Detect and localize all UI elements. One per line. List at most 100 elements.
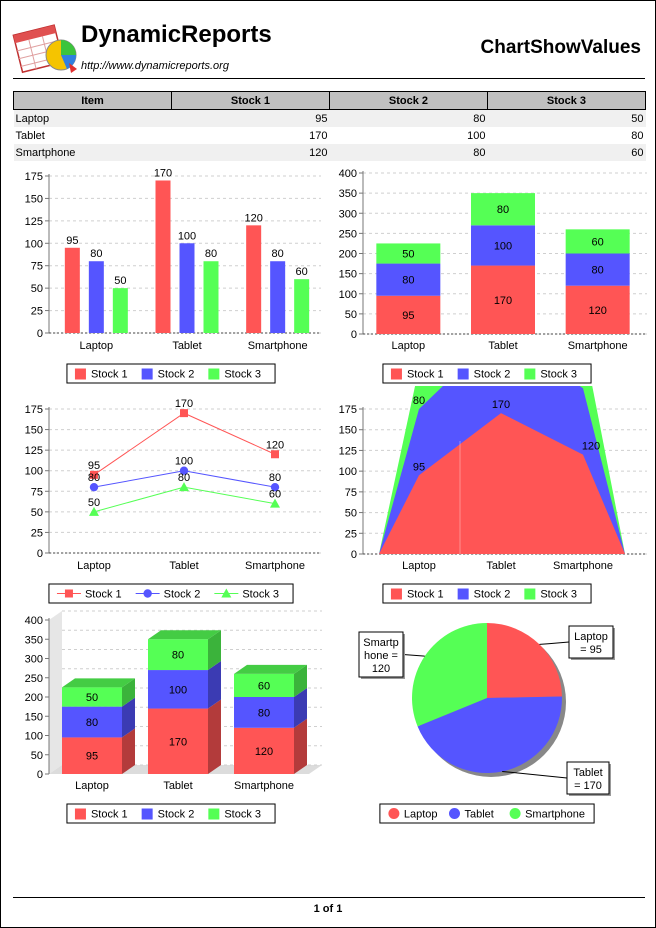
line-chart: 0255075100125150175951701208010080508060… bbox=[1, 386, 329, 606]
legend-label: Stock 2 bbox=[158, 809, 195, 821]
legend-label: Stock 3 bbox=[540, 369, 577, 381]
data-label: 100 bbox=[494, 240, 512, 252]
table-cell: 50 bbox=[488, 110, 646, 128]
data-label: 120 bbox=[582, 441, 600, 453]
data-label: 95 bbox=[66, 235, 78, 247]
legend: Stock 1 Stock 2 Stock 3 bbox=[383, 364, 591, 383]
y-tick-label: 125 bbox=[25, 445, 43, 457]
x-tick-label: Tablet bbox=[172, 340, 201, 352]
legend-marker bbox=[65, 590, 73, 598]
legend-swatch bbox=[75, 809, 86, 820]
table-cell: 60 bbox=[488, 144, 646, 161]
y-tick-label: 75 bbox=[345, 487, 357, 499]
data-label: 80 bbox=[172, 650, 184, 662]
x-tick-label: Laptop bbox=[80, 340, 114, 352]
data-label: 80 bbox=[88, 472, 100, 484]
report-title: ChartShowValues bbox=[481, 37, 642, 59]
data-label: 50 bbox=[86, 692, 98, 704]
slice-label: Smartp bbox=[363, 637, 398, 649]
bar bbox=[65, 248, 80, 333]
y-tick-label: 100 bbox=[339, 466, 357, 478]
data-label: 80 bbox=[592, 265, 604, 277]
y-tick-label: 0 bbox=[37, 328, 43, 340]
table-cell: 100 bbox=[330, 127, 488, 144]
y-tick-label: 75 bbox=[31, 486, 43, 498]
x-tick-label: Smartphone bbox=[568, 340, 628, 352]
report-chart-logo-icon bbox=[11, 17, 79, 75]
y-tick-label: 25 bbox=[31, 306, 43, 318]
label-leader-line bbox=[539, 642, 569, 644]
y-tick-label: 100 bbox=[25, 731, 43, 743]
footer-divider bbox=[13, 897, 645, 898]
legend-swatch bbox=[142, 369, 153, 380]
data-label: 80 bbox=[402, 275, 414, 287]
legend-label: Stock 3 bbox=[540, 589, 577, 601]
legend-swatch bbox=[458, 589, 469, 600]
legend-label: Stock 1 bbox=[407, 369, 444, 381]
legend-label: Stock 2 bbox=[474, 589, 511, 601]
slice-label: = 95 bbox=[580, 644, 602, 656]
table-cell: 120 bbox=[172, 144, 330, 161]
x-tick-label: Tablet bbox=[488, 340, 517, 352]
data-label: 80 bbox=[269, 472, 281, 484]
legend-swatch bbox=[524, 369, 535, 380]
data-label: 100 bbox=[175, 456, 193, 468]
data-label: 50 bbox=[88, 497, 100, 509]
legend: Stock 1 Stock 2 Stock 3 bbox=[67, 804, 275, 823]
legend-label: Stock 1 bbox=[407, 589, 444, 601]
x-tick-label: Tablet bbox=[169, 560, 198, 572]
data-label: 170 bbox=[492, 399, 510, 411]
x-tick-label: Smartphone bbox=[248, 340, 308, 352]
y-tick-label: 300 bbox=[339, 208, 357, 220]
legend: Stock 1 Stock 2 Stock 3 bbox=[67, 364, 275, 383]
page-number: 1 of 1 bbox=[1, 903, 655, 915]
wall-side bbox=[49, 611, 62, 774]
legend-label: Stock 3 bbox=[242, 589, 279, 601]
y-tick-label: 125 bbox=[25, 216, 43, 228]
legend-swatch bbox=[388, 808, 399, 819]
brand-title: DynamicReports bbox=[81, 21, 272, 49]
x-tick-label: Smartphone bbox=[245, 560, 305, 572]
y-tick-label: 250 bbox=[339, 228, 357, 240]
y-tick-label: 0 bbox=[351, 549, 357, 561]
stacked-area-chart: 0255075100125150175951701208010080508060… bbox=[329, 386, 655, 606]
y-tick-label: 25 bbox=[345, 528, 357, 540]
bar bbox=[246, 225, 261, 333]
data-table: Item Stock 1 Stock 2 Stock 3 Laptop 95 8… bbox=[13, 91, 646, 161]
column-header: Stock 1 bbox=[172, 92, 330, 110]
column-header: Item bbox=[14, 92, 172, 110]
x-tick-label: Smartphone bbox=[234, 780, 294, 792]
slice-label: 120 bbox=[372, 663, 390, 675]
data-label: 120 bbox=[255, 746, 273, 758]
data-label: 50 bbox=[402, 249, 414, 261]
x-tick-label: Laptop bbox=[392, 340, 426, 352]
legend-swatch bbox=[449, 808, 460, 819]
y-tick-label: 125 bbox=[339, 445, 357, 457]
legend-marker bbox=[143, 589, 151, 597]
y-tick-label: 350 bbox=[339, 188, 357, 200]
x-tick-label: Tablet bbox=[486, 560, 515, 572]
data-label: 95 bbox=[402, 310, 414, 322]
legend-label: Stock 3 bbox=[224, 809, 261, 821]
data-label: 170 bbox=[175, 398, 193, 410]
bar bbox=[294, 279, 309, 333]
data-point bbox=[180, 409, 188, 417]
slice-label: = 170 bbox=[574, 780, 602, 792]
legend-label: Stock 1 bbox=[91, 369, 128, 381]
column-header: Stock 3 bbox=[488, 92, 646, 110]
y-tick-label: 150 bbox=[339, 269, 357, 281]
brand-url[interactable]: http://www.dynamicreports.org bbox=[81, 60, 229, 72]
table-cell: 80 bbox=[330, 144, 488, 161]
data-label: 80 bbox=[413, 395, 425, 407]
stacked-bar-3d-chart: 0501001502002503003504009580501701008012… bbox=[1, 606, 329, 831]
y-tick-label: 300 bbox=[25, 654, 43, 666]
legend-label: Tablet bbox=[465, 809, 494, 821]
pie-chart: Laptop= 95Tablet= 170Smartphone =120Lapt… bbox=[329, 606, 655, 831]
legend-label: Smartphone bbox=[525, 809, 585, 821]
bar bbox=[89, 261, 104, 333]
y-tick-label: 250 bbox=[25, 673, 43, 685]
legend-swatch bbox=[510, 808, 521, 819]
legend-label: Stock 1 bbox=[91, 809, 128, 821]
legend-label: Stock 1 bbox=[85, 589, 122, 601]
